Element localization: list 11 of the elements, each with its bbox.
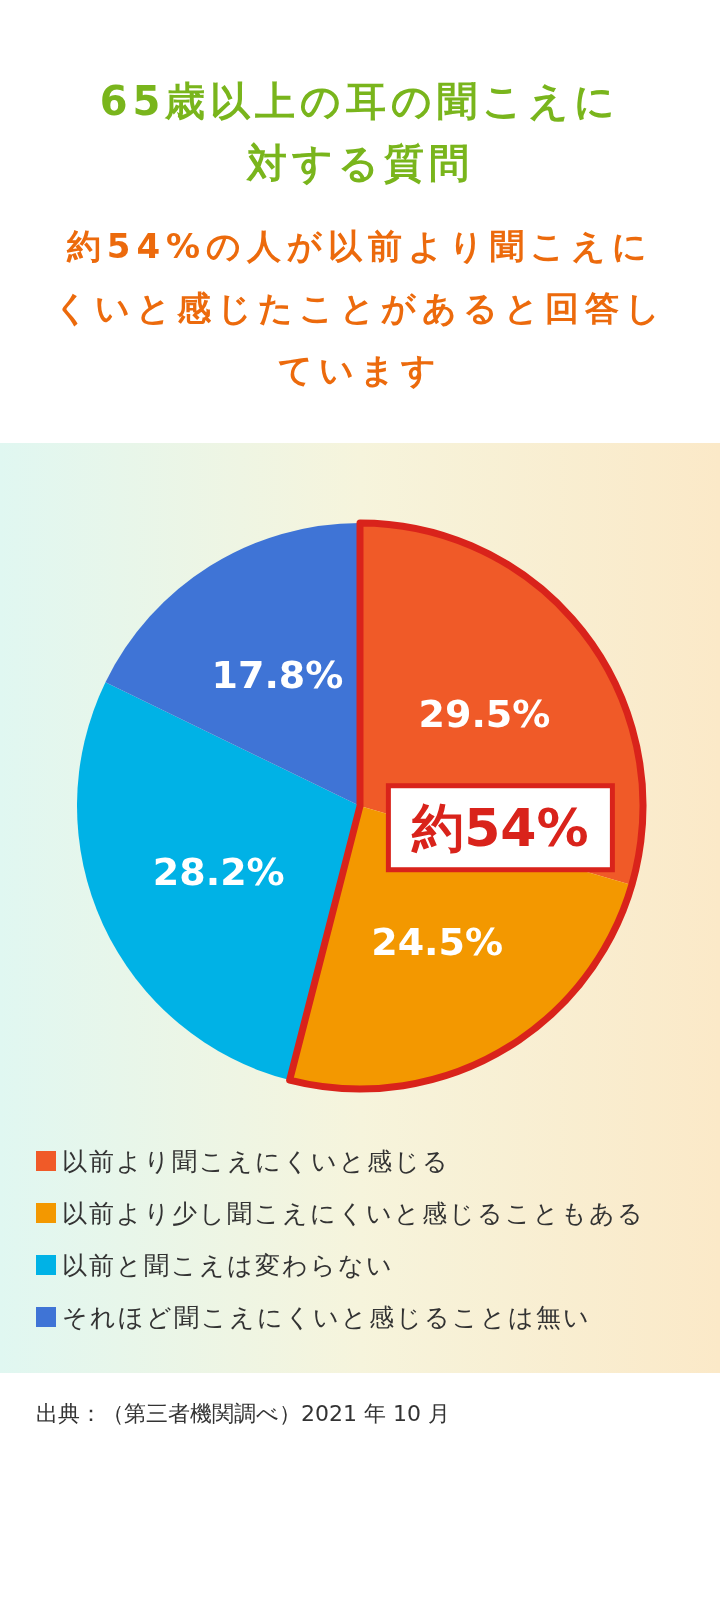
title: 65歳以上の耳の聞こえに対する質問 [98,77,622,188]
legend-label: 以前より聞こえにくいと感じる [62,1145,450,1178]
data-label: 29.5% [418,691,551,736]
data-label: 24.5% [371,920,504,965]
source-note: 出典：（第三者機関調べ）2021 年 10 月 [36,1400,451,1428]
legend-label: 以前と聞こえは変わらない [62,1249,394,1282]
subtitle: 約54%の人が以前より聞こえにくいと感じたことがあると回答しています [53,225,667,392]
legend-label: 以前より少し聞こえにくいと感じることもある [62,1197,645,1230]
legend-label: それほど聞こえにくいと感じることは無い [62,1301,591,1334]
data-label: 28.2% [152,850,285,895]
data-label: 17.8% [211,653,344,698]
